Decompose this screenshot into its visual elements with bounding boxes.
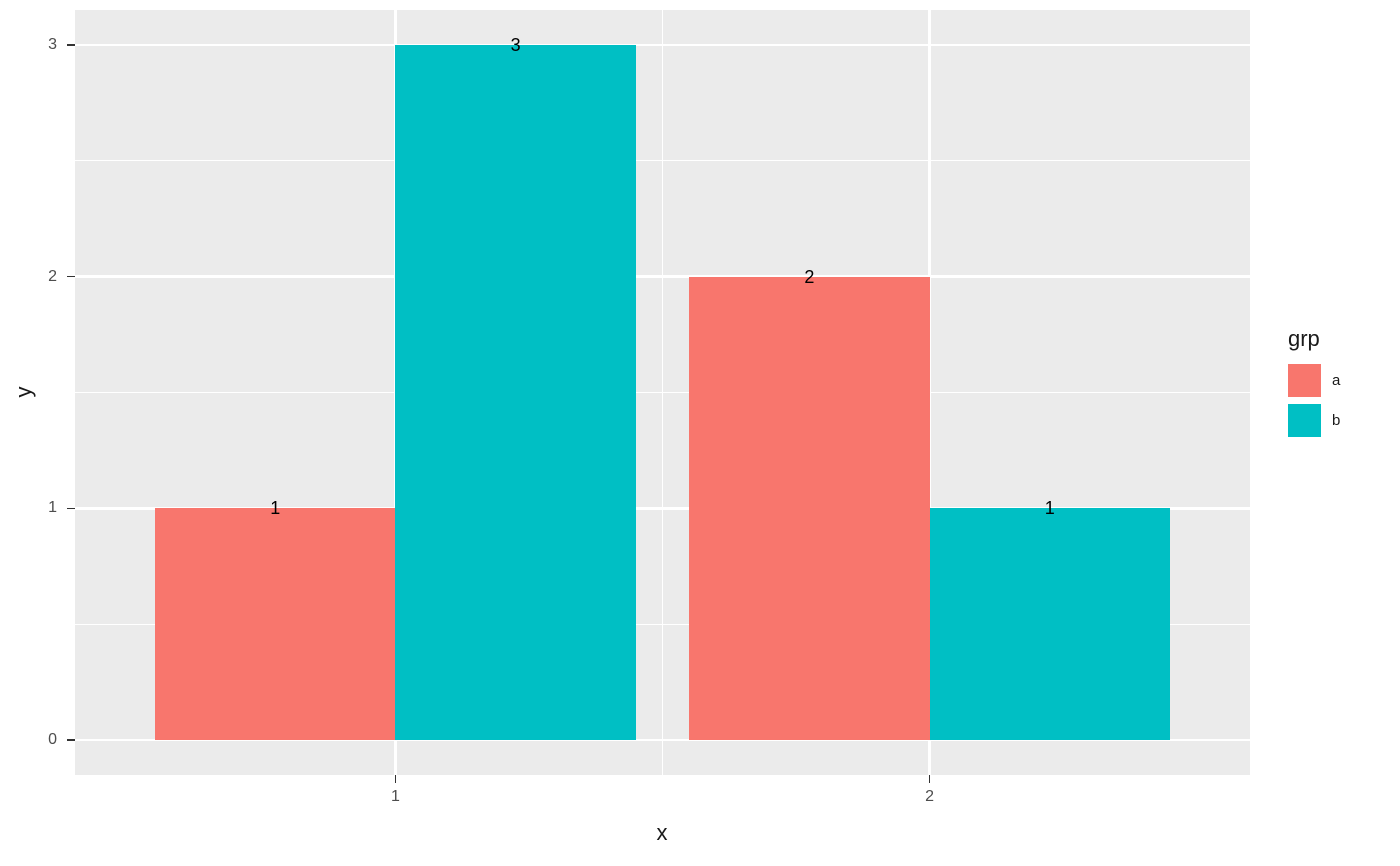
y-axis-tick — [67, 44, 75, 46]
y-axis-tick — [67, 507, 75, 510]
minor-gridline-vertical — [661, 10, 664, 775]
bar-a-x2 — [689, 276, 930, 741]
y-tick-label: 1 — [48, 499, 57, 517]
y-axis-tick — [67, 739, 75, 741]
legend-label: a — [1332, 372, 1341, 389]
legend-swatch-b — [1288, 404, 1321, 437]
x-axis-tick — [394, 775, 397, 783]
bar-value-label: 1 — [1044, 498, 1055, 519]
legend-item-b: b — [1288, 404, 1340, 437]
bar-value-label: 1 — [270, 498, 281, 519]
y-tick-label: 0 — [48, 731, 57, 749]
x-axis-tick — [928, 775, 931, 783]
legend-item-a: a — [1288, 364, 1340, 397]
y-tick-label: 3 — [48, 35, 57, 53]
bar-a-x1 — [155, 508, 396, 741]
bar-b-x2 — [929, 508, 1170, 741]
x-tick-label: 2 — [925, 788, 934, 805]
legend-swatch-a — [1288, 364, 1321, 397]
y-tick-label: 2 — [48, 267, 57, 285]
x-tick-label: 1 — [391, 788, 400, 805]
y-axis-title: y — [11, 386, 36, 398]
legend-label: b — [1332, 412, 1341, 429]
y-axis-tick — [67, 275, 75, 278]
legend-title: grp — [1288, 326, 1320, 351]
bar-value-label: 3 — [510, 34, 521, 55]
x-axis-title: x — [656, 820, 668, 845]
major-gridline-vertical — [928, 10, 931, 775]
plot-panel: 1 3 2 1 0 1 2 3 1 2 — [48, 10, 1250, 805]
bar-b-x1 — [395, 44, 636, 741]
bar-value-label: 2 — [804, 266, 815, 287]
